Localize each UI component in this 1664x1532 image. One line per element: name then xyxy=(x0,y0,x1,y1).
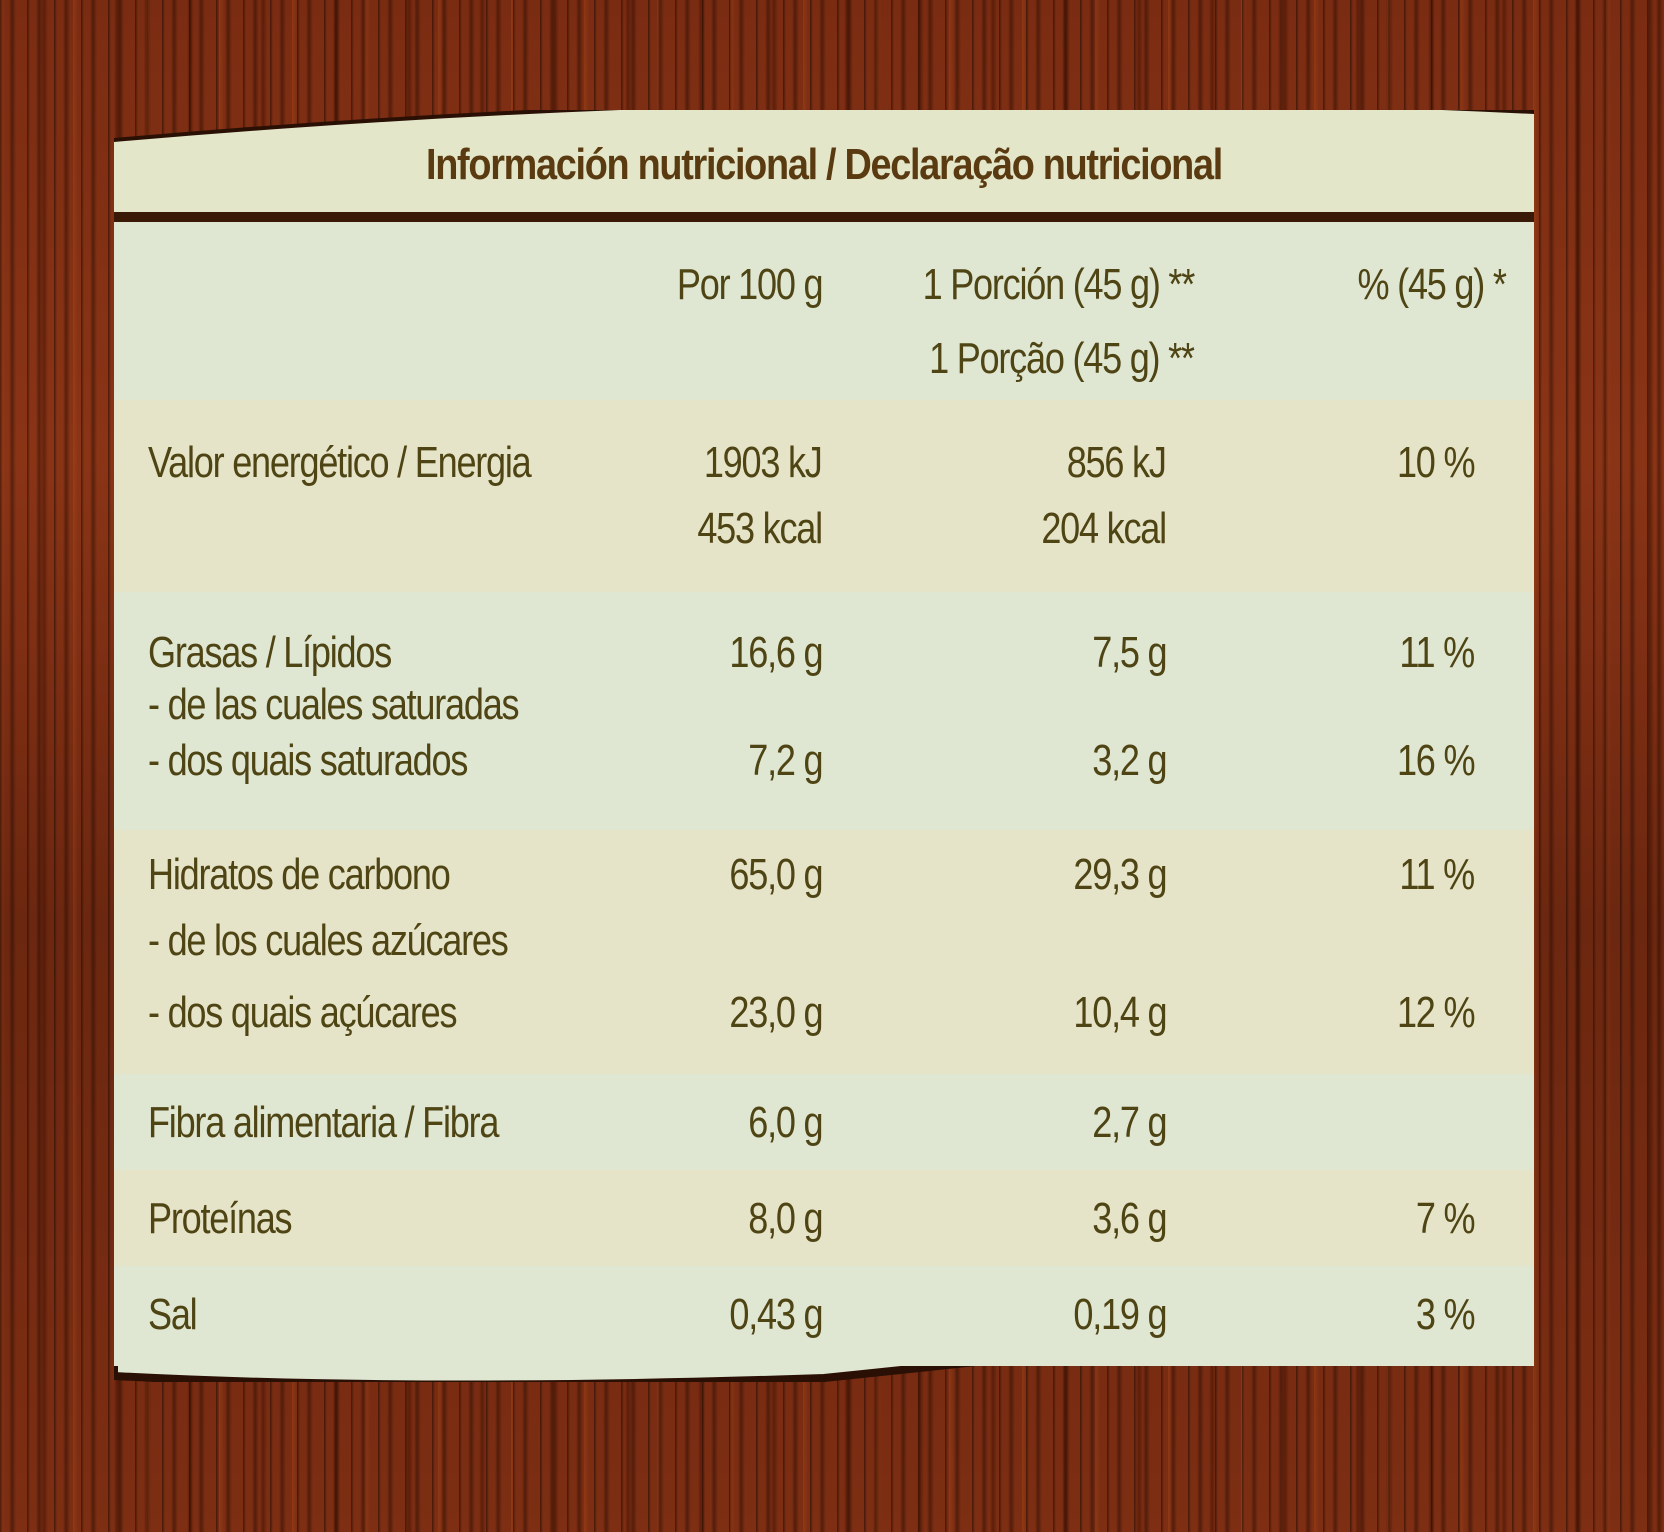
table-row-fats: Grasas / Lípidos 16,6 g 7,5 g 11 % - de … xyxy=(114,592,1534,830)
table-row-salt: Sal 0,43 g 0,19 g 3 % xyxy=(114,1266,1534,1366)
col-header-per100: Por 100 g xyxy=(676,260,824,309)
value-per100: 0,43 g xyxy=(729,1290,823,1339)
nutrition-panel: Información nutricional / Declaração nut… xyxy=(114,110,1534,1382)
value-percent: 11 % xyxy=(1399,628,1475,677)
table-row-fibre: Fibra alimentaria / Fibra 6,0 g 2,7 g xyxy=(114,1074,1534,1170)
row-label: - dos quais açúcares xyxy=(148,988,458,1037)
value-portion: 7,5 g xyxy=(1091,628,1167,677)
col-header-portion-pt: 1 Porção (45 g) ** xyxy=(929,334,1195,383)
value-per100: 453 kcal xyxy=(697,504,823,553)
row-label: Sal xyxy=(148,1290,198,1339)
value-percent: 11 % xyxy=(1399,850,1475,899)
row-label: Valor energético / Energia xyxy=(148,438,532,487)
table-header: Por 100 g 1 Porción (45 g) ** % (45 g) *… xyxy=(114,222,1534,400)
row-label: Proteínas xyxy=(148,1194,293,1243)
row-label: Grasas / Lípidos xyxy=(148,628,392,677)
value-portion: 3,2 g xyxy=(1091,736,1167,785)
value-per100: 23,0 g xyxy=(729,988,823,1037)
value-percent: 3 % xyxy=(1415,1290,1476,1339)
value-portion: 2,7 g xyxy=(1091,1098,1167,1147)
col-header-percent: % (45 g) * xyxy=(1357,260,1507,309)
row-label: Hidratos de carbono xyxy=(148,850,451,899)
value-portion: 0,19 g xyxy=(1073,1290,1167,1339)
value-percent: 10 % xyxy=(1396,438,1476,487)
value-per100: 6,0 g xyxy=(747,1098,823,1147)
value-portion: 204 kcal xyxy=(1041,504,1167,553)
value-percent: 12 % xyxy=(1396,988,1476,1037)
row-label: - de las cuales saturadas xyxy=(148,680,520,729)
value-per100: 65,0 g xyxy=(729,850,823,899)
value-per100: 1903 kJ xyxy=(704,438,823,487)
nutrition-table: Por 100 g 1 Porción (45 g) ** % (45 g) *… xyxy=(114,222,1534,1366)
value-portion: 29,3 g xyxy=(1073,850,1167,899)
value-percent: 7 % xyxy=(1415,1194,1476,1243)
table-row-carbohydrates: Hidratos de carbono 65,0 g 29,3 g 11 % -… xyxy=(114,830,1534,1074)
value-percent: 16 % xyxy=(1396,736,1476,785)
row-label: Fibra alimentaria / Fibra xyxy=(148,1098,499,1147)
row-label: - dos quais saturados xyxy=(148,736,468,785)
value-portion: 10,4 g xyxy=(1073,988,1167,1037)
value-per100: 8,0 g xyxy=(747,1194,823,1243)
value-portion: 856 kJ xyxy=(1067,438,1167,487)
page-title: Información nutricional / Declaração nut… xyxy=(426,140,1223,189)
col-header-portion-es: 1 Porción (45 g) ** xyxy=(922,260,1196,309)
value-portion: 3,6 g xyxy=(1091,1194,1167,1243)
value-per100: 7,2 g xyxy=(747,736,823,785)
value-per100: 16,6 g xyxy=(729,628,823,677)
table-row-protein: Proteínas 8,0 g 3,6 g 7 % xyxy=(114,1170,1534,1266)
table-row-energy: Valor energético / Energia 1903 kJ 856 k… xyxy=(114,400,1534,592)
row-label: - de los cuales azúcares xyxy=(148,916,509,965)
